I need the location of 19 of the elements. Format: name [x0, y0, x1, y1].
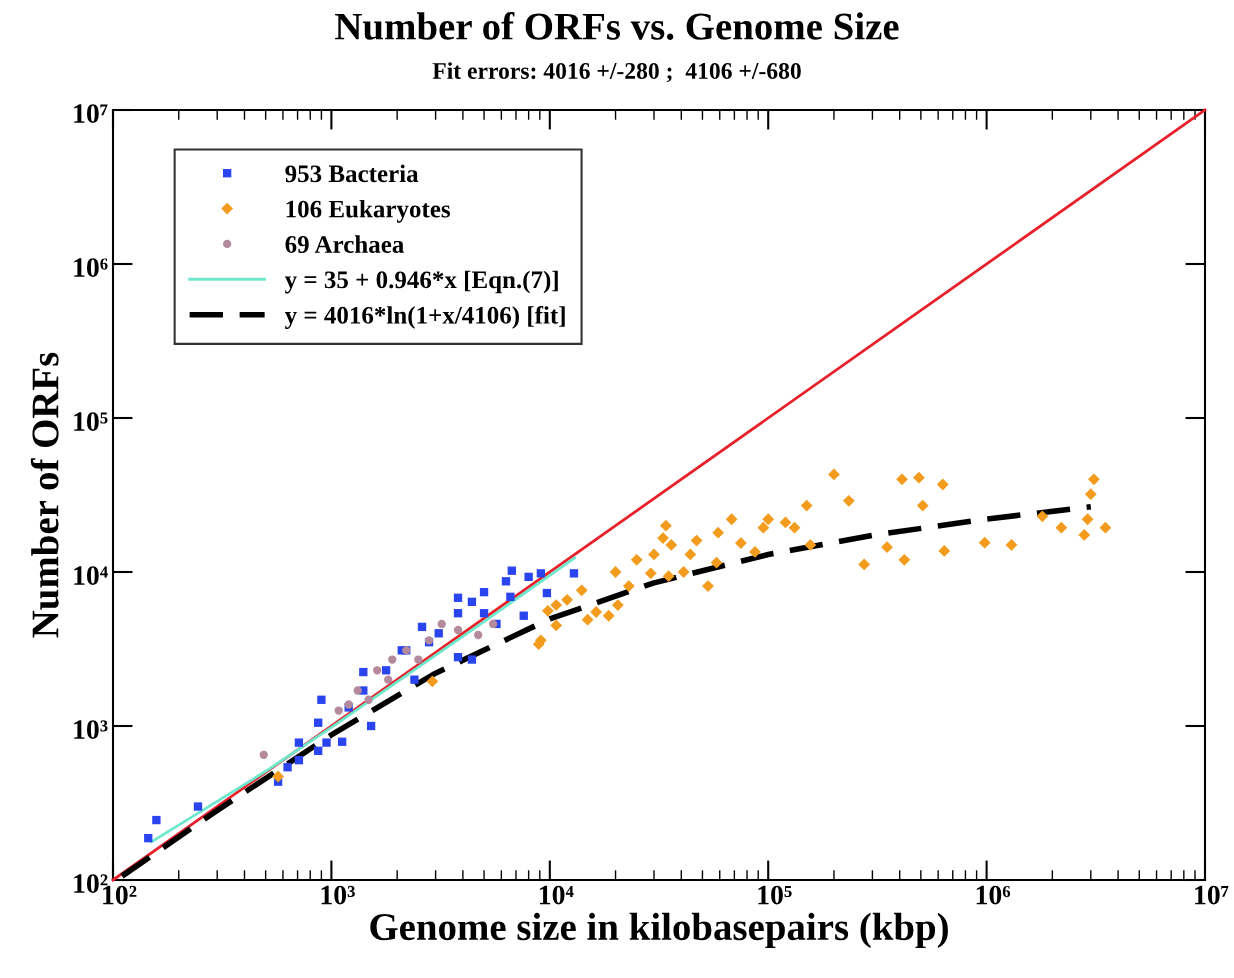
y-tick-label: 10⁷ [74, 104, 108, 123]
chart-title: Number of ORFs vs. Genome Size [335, 11, 899, 40]
y-tick-label: 10⁵ [74, 412, 108, 431]
legend-label: 106 Eukaryotes [286, 199, 451, 223]
y-axis-title: Number of ORFs [30, 352, 59, 638]
x-tick-label: 10³ [321, 885, 355, 905]
y-tick-label: 10³ [74, 720, 108, 739]
y-tick-label: 10⁶ [74, 258, 108, 277]
legend-label: 953 Bacteria [285, 164, 419, 183]
y-tick-label: 10⁴ [74, 566, 108, 585]
legend-label: y = 4016*ln(1+x/4106) [fit] [284, 305, 565, 329]
legend-label: 69 Archaea [285, 235, 404, 253]
x-axis-title: Genome size in kilobasepairs (kbp) [370, 912, 948, 949]
legend-label: y = 35 + 0.946*x [Eqn.(7)] [284, 270, 558, 294]
x-tick-label: 10⁷ [1195, 885, 1229, 905]
x-tick-label: 10⁶ [976, 885, 1011, 905]
chart-subtitle: Fit errors: 4016 +/-280 ; 4106 +/-680 [432, 62, 801, 83]
x-tick-label: 10⁴ [539, 885, 574, 905]
x-tick-label: 10⁵ [758, 885, 792, 905]
